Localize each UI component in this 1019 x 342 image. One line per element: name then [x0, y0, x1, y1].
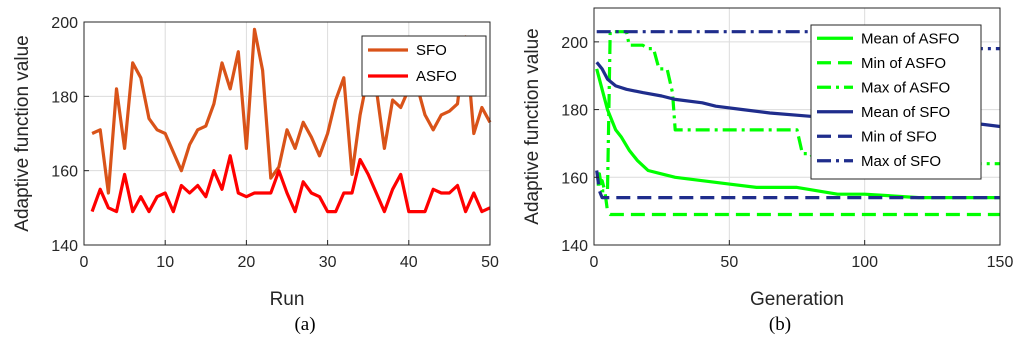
x-axis-label: Generation: [750, 289, 844, 310]
y-tick-label: 200: [561, 35, 588, 52]
x-tick-label: 30: [319, 254, 337, 271]
y-tick-label: 160: [561, 170, 588, 187]
legend-box: [361, 35, 487, 97]
legend-box: [810, 24, 982, 180]
legend-label: Min of ASFO: [861, 55, 946, 72]
legend-label: Min of SFO: [861, 128, 937, 145]
legend-label: Max of SFO: [861, 153, 941, 170]
series-line-mean-of-asfo: [595, 68, 1000, 200]
y-tick-label: 140: [51, 238, 78, 255]
x-tick-label: 50: [481, 254, 499, 271]
legend-label: ASFO: [416, 68, 457, 85]
y-axis-label: Adaptive function value: [522, 28, 543, 224]
y-tick-label: 160: [51, 164, 78, 181]
legend-label: SFO: [416, 42, 447, 59]
y-tick-label: 140: [561, 238, 588, 255]
x-axis-label: Run: [270, 289, 305, 310]
x-tick-label: 0: [80, 254, 89, 271]
y-tick-label: 180: [51, 89, 78, 106]
y-tick-label: 200: [51, 15, 78, 32]
panel-caption: (a): [294, 314, 315, 335]
x-tick-label: 40: [400, 254, 418, 271]
series-line-asfo: [90, 154, 491, 214]
legend-label: Mean of SFO: [861, 104, 950, 121]
y-tick-label: 180: [561, 103, 588, 120]
x-tick-label: 150: [987, 254, 1014, 271]
legend-label: Max of ASFO: [861, 79, 950, 96]
legend-label: Mean of ASFO: [861, 30, 959, 47]
x-tick-label: 0: [590, 254, 599, 271]
y-axis-label: Adaptive function value: [12, 35, 33, 231]
x-tick-label: 10: [156, 254, 174, 271]
x-tick-label: 50: [720, 254, 738, 271]
panel-caption: (b): [769, 314, 791, 335]
x-tick-label: 100: [851, 254, 878, 271]
x-tick-label: 20: [238, 254, 256, 271]
axes-box-0: [83, 21, 491, 246]
series-line-max-of-asfo: [596, 30, 1000, 193]
series-line-sfo: [91, 27, 492, 195]
series-line-min-of-sfo: [595, 170, 1000, 200]
axes-box-1: [593, 7, 1001, 246]
